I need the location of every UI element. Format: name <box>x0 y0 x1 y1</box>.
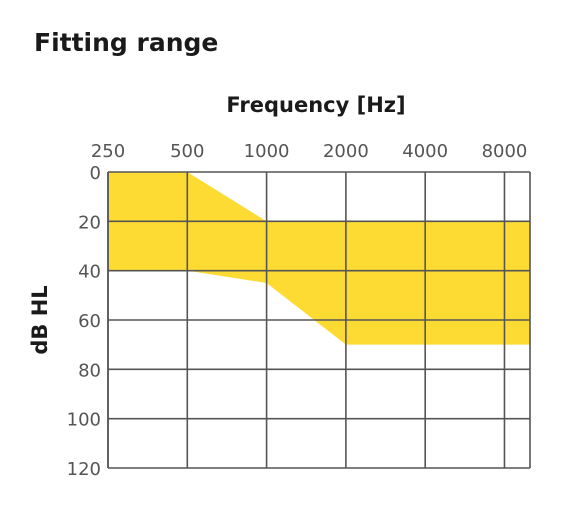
y-tick-label: 0 <box>90 163 101 184</box>
x-tick-label: 500 <box>170 141 204 162</box>
y-tick-label: 40 <box>78 262 101 283</box>
y-tick-label: 20 <box>78 212 101 233</box>
x-tick-label: 2000 <box>323 141 369 162</box>
x-tick-label: 1000 <box>244 141 290 162</box>
y-tick-label: 100 <box>67 410 101 431</box>
x-tick-label: 8000 <box>482 141 528 162</box>
y-tick-label: 60 <box>78 311 101 332</box>
fitting-range-area <box>108 172 530 345</box>
y-axis-label: dB HL <box>28 285 52 354</box>
page-title: Fitting range <box>34 28 219 57</box>
y-tick-label: 80 <box>78 360 101 381</box>
y-tick-label: 120 <box>67 459 101 480</box>
x-axis-label: Frequency [Hz] <box>226 93 405 117</box>
x-tick-label: 4000 <box>402 141 448 162</box>
x-tick-label: 250 <box>91 141 125 162</box>
